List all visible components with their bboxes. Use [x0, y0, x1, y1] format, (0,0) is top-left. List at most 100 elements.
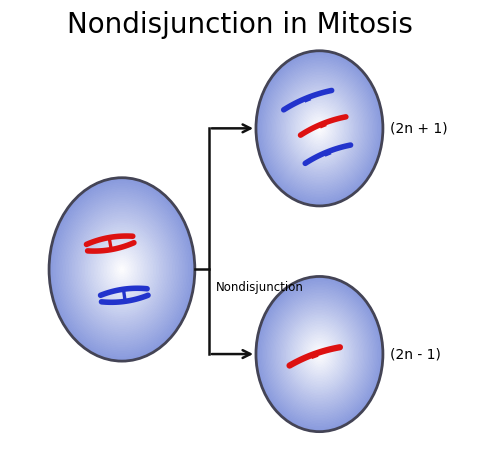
Ellipse shape — [296, 99, 343, 158]
Ellipse shape — [49, 178, 195, 361]
Ellipse shape — [263, 60, 376, 197]
Ellipse shape — [256, 51, 383, 206]
Ellipse shape — [119, 266, 125, 273]
Ellipse shape — [318, 352, 321, 356]
Ellipse shape — [276, 76, 363, 181]
Ellipse shape — [93, 233, 151, 306]
Ellipse shape — [65, 198, 179, 341]
Ellipse shape — [314, 122, 324, 134]
Ellipse shape — [100, 242, 144, 297]
Ellipse shape — [94, 235, 149, 304]
Ellipse shape — [316, 350, 323, 359]
Text: (2n + 1): (2n + 1) — [390, 122, 447, 135]
Ellipse shape — [288, 89, 351, 167]
Ellipse shape — [68, 201, 176, 337]
Ellipse shape — [89, 227, 156, 312]
Ellipse shape — [279, 305, 360, 404]
Ellipse shape — [304, 110, 335, 147]
Ellipse shape — [78, 214, 166, 324]
Ellipse shape — [271, 70, 368, 187]
Ellipse shape — [82, 220, 161, 319]
Ellipse shape — [273, 71, 366, 186]
Ellipse shape — [104, 247, 139, 291]
Ellipse shape — [313, 121, 326, 136]
Ellipse shape — [273, 297, 366, 412]
Ellipse shape — [317, 351, 322, 357]
Ellipse shape — [317, 125, 322, 131]
Ellipse shape — [269, 292, 370, 416]
Ellipse shape — [293, 96, 346, 161]
Ellipse shape — [97, 238, 147, 300]
Ellipse shape — [289, 91, 350, 166]
Ellipse shape — [67, 200, 177, 339]
Ellipse shape — [300, 105, 339, 152]
Ellipse shape — [308, 114, 331, 142]
Ellipse shape — [106, 249, 138, 289]
Ellipse shape — [96, 236, 148, 302]
Ellipse shape — [281, 307, 357, 401]
Ellipse shape — [306, 111, 333, 145]
Ellipse shape — [257, 278, 382, 430]
Ellipse shape — [284, 311, 355, 397]
Ellipse shape — [316, 124, 323, 133]
Ellipse shape — [313, 346, 326, 362]
Text: (2n - 1): (2n - 1) — [390, 347, 441, 361]
Text: Nondisjunction: Nondisjunction — [216, 281, 304, 294]
Ellipse shape — [312, 345, 327, 363]
Ellipse shape — [307, 113, 332, 144]
Ellipse shape — [274, 298, 365, 410]
Ellipse shape — [271, 295, 368, 413]
Ellipse shape — [302, 106, 337, 150]
Ellipse shape — [294, 323, 345, 385]
Ellipse shape — [298, 102, 341, 155]
Ellipse shape — [284, 85, 355, 172]
Ellipse shape — [64, 196, 180, 343]
Ellipse shape — [297, 100, 342, 156]
Ellipse shape — [280, 80, 359, 176]
Ellipse shape — [256, 277, 383, 432]
Ellipse shape — [99, 240, 145, 299]
Ellipse shape — [72, 207, 171, 332]
Ellipse shape — [75, 211, 169, 328]
Ellipse shape — [292, 320, 347, 388]
Ellipse shape — [266, 63, 373, 193]
Ellipse shape — [277, 77, 361, 180]
Ellipse shape — [117, 264, 126, 275]
Ellipse shape — [297, 326, 342, 382]
Ellipse shape — [59, 191, 184, 348]
Ellipse shape — [290, 93, 349, 164]
Ellipse shape — [71, 205, 173, 333]
Ellipse shape — [86, 224, 159, 315]
Ellipse shape — [61, 193, 183, 346]
Ellipse shape — [277, 303, 361, 405]
Ellipse shape — [121, 268, 124, 271]
Ellipse shape — [265, 61, 374, 195]
Ellipse shape — [54, 183, 191, 356]
Ellipse shape — [269, 66, 370, 191]
Ellipse shape — [306, 337, 333, 371]
Ellipse shape — [259, 280, 380, 429]
Ellipse shape — [281, 82, 357, 175]
Ellipse shape — [84, 222, 160, 317]
Ellipse shape — [318, 127, 321, 130]
Ellipse shape — [285, 87, 354, 170]
Ellipse shape — [109, 253, 135, 286]
Ellipse shape — [310, 117, 328, 139]
Ellipse shape — [81, 218, 163, 321]
Ellipse shape — [80, 216, 164, 323]
Ellipse shape — [303, 334, 336, 374]
Ellipse shape — [259, 54, 380, 203]
Ellipse shape — [314, 348, 324, 360]
Ellipse shape — [110, 255, 134, 284]
Ellipse shape — [309, 342, 330, 367]
Ellipse shape — [296, 324, 343, 384]
Ellipse shape — [275, 74, 364, 183]
Ellipse shape — [270, 68, 369, 189]
Text: Nondisjunction in Mitosis: Nondisjunction in Mitosis — [67, 11, 412, 39]
Ellipse shape — [283, 309, 356, 399]
Ellipse shape — [262, 284, 376, 424]
Ellipse shape — [50, 180, 194, 359]
Ellipse shape — [261, 57, 378, 200]
Ellipse shape — [285, 312, 354, 396]
Ellipse shape — [308, 340, 331, 368]
